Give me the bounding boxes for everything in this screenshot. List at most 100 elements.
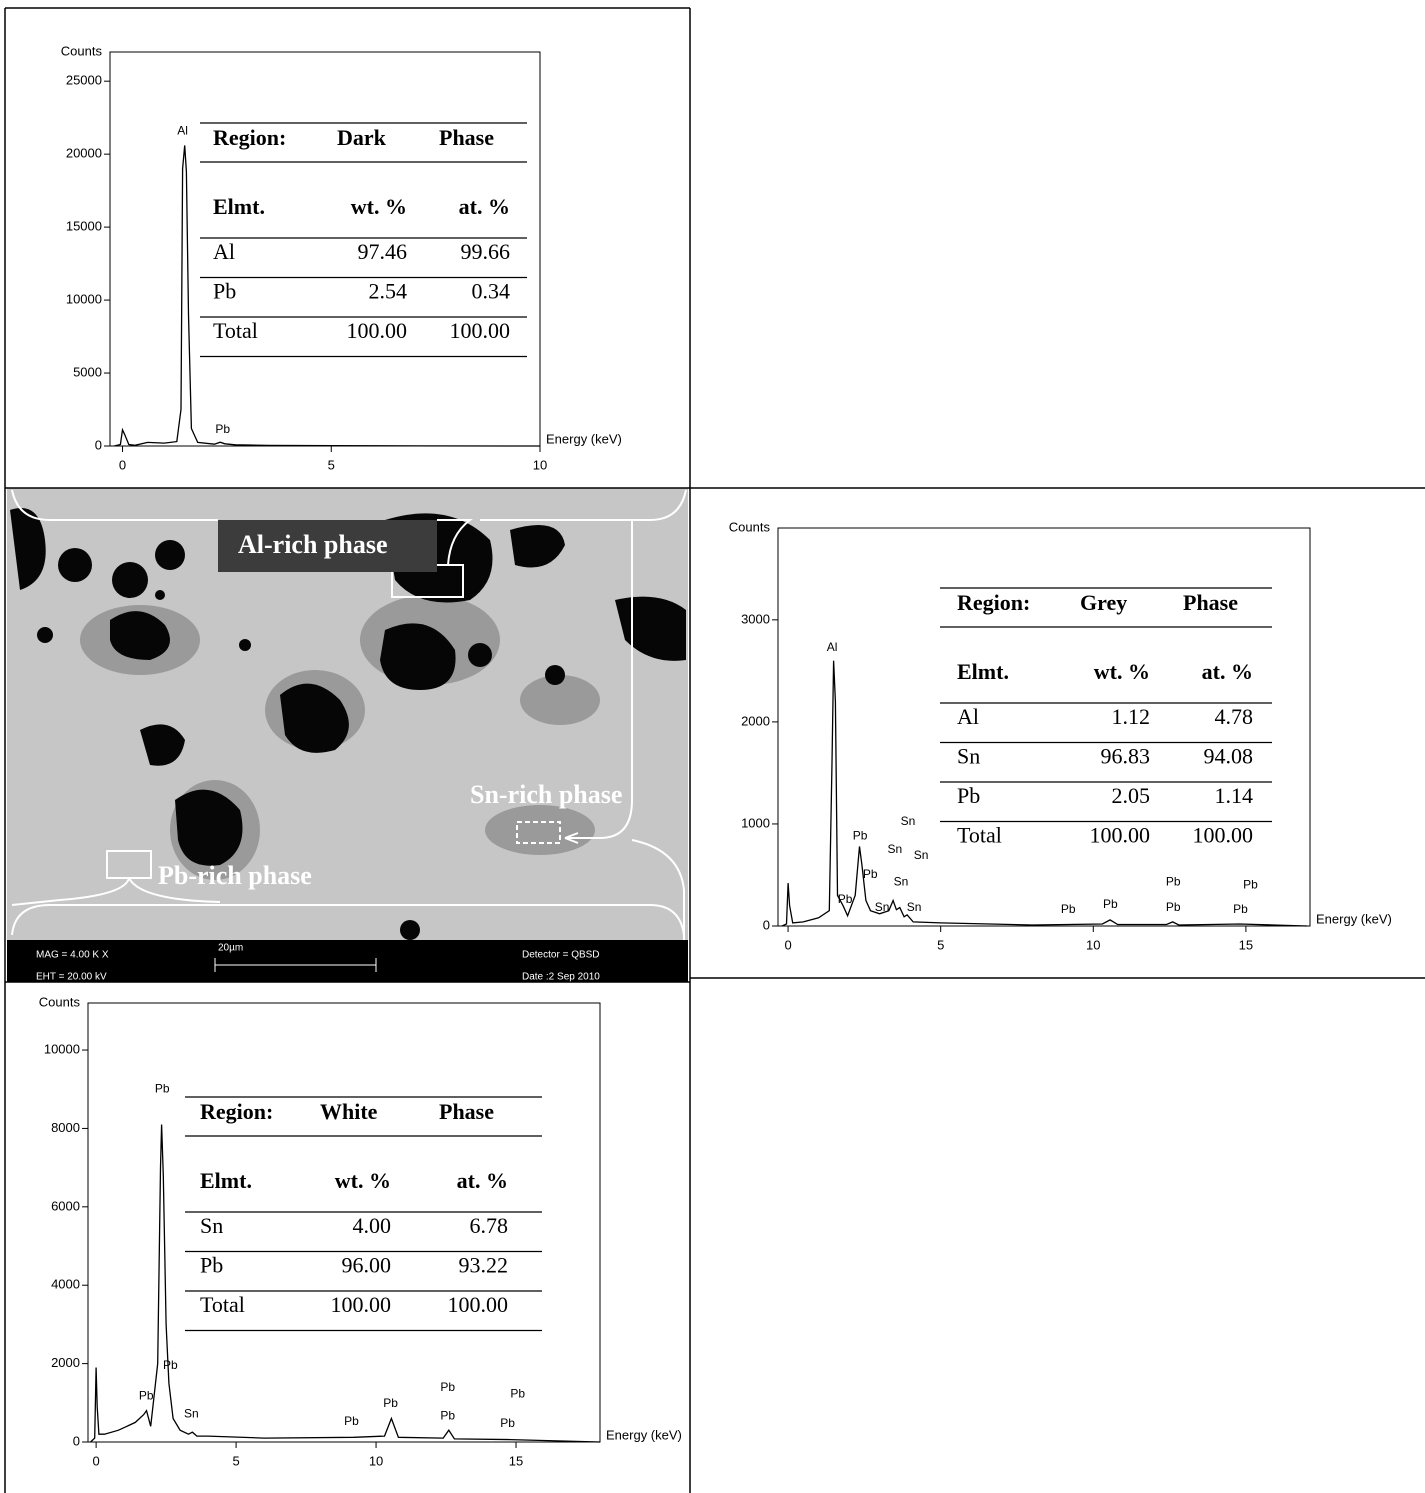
table-cell: 100.00: [450, 318, 511, 343]
table-cell: 100.00: [331, 1292, 392, 1317]
table-column-header: Elmt.: [957, 659, 1009, 684]
peak-label: Pb: [139, 1388, 154, 1402]
table-cell: Pb: [213, 279, 236, 304]
table-cell: 2.05: [1112, 783, 1151, 808]
peak-label: Al: [177, 123, 188, 137]
x-axis-label: Energy (keV): [606, 1427, 682, 1442]
y-tick-label: 0: [73, 1433, 80, 1448]
x-tick-label: 10: [533, 457, 547, 472]
table-header: Region:: [957, 590, 1030, 615]
table-cell: 1.12: [1112, 704, 1151, 729]
peak-label: Sn: [914, 848, 929, 862]
table-column-header: at. %: [459, 194, 510, 219]
table-cell: Total: [957, 823, 1002, 848]
table-cell: Pb: [957, 783, 980, 808]
peak-label: Pb: [383, 1396, 398, 1410]
y-tick-label: 20000: [66, 146, 102, 161]
y-tick-label: 10000: [66, 292, 102, 307]
peak-label: Pb: [1233, 902, 1248, 916]
table-cell: 4.78: [1215, 704, 1254, 729]
table-column-header: wt. %: [351, 194, 407, 219]
y-tick-label: 6000: [51, 1198, 80, 1213]
y-tick-label: 2000: [51, 1355, 80, 1370]
table-cell: 1.14: [1215, 783, 1254, 808]
table-cell: 100.00: [448, 1292, 509, 1317]
peak-label: Pb: [838, 892, 853, 906]
table-header: Phase: [439, 1099, 494, 1124]
y-tick-label: 1000: [741, 815, 770, 830]
y-tick-label: 3000: [741, 611, 770, 626]
peak-label: Pb: [863, 867, 878, 881]
table-header: Region:: [200, 1099, 273, 1124]
y-tick-label: 4000: [51, 1277, 80, 1292]
table-column-header: at. %: [1202, 659, 1253, 684]
y-axis-label: Counts: [39, 994, 81, 1009]
info-text: EHT = 20.00 kV: [36, 972, 107, 983]
y-tick-label: 0: [95, 437, 102, 452]
info-text: Date :2 Sep 2010: [522, 972, 600, 983]
peak-label: Sn: [184, 1406, 199, 1420]
table-column-header: wt. %: [1094, 659, 1150, 684]
table-header: Phase: [439, 125, 494, 150]
phase-label: Sn-rich phase: [470, 780, 622, 809]
y-axis-label: Counts: [729, 519, 771, 534]
info-text: Detector = QBSD: [522, 950, 600, 961]
micrograph: Al-rich phase Sn-rich phase Pb-rich phas…: [7, 488, 688, 983]
table-header: Region:: [213, 125, 286, 150]
table-column-header: Elmt.: [200, 1168, 252, 1193]
table-cell: Sn: [200, 1213, 223, 1238]
y-tick-label: 15000: [66, 219, 102, 234]
table-cell: Pb: [200, 1253, 223, 1278]
x-tick-label: 5: [232, 1453, 239, 1468]
peak-label: Pb: [853, 828, 868, 842]
table-cell: Total: [200, 1292, 245, 1317]
table-column-header: wt. %: [335, 1168, 391, 1193]
peak-label: Sn: [907, 900, 922, 914]
phase-label: Pb-rich phase: [158, 861, 312, 890]
x-axis-label: Energy (keV): [1316, 911, 1392, 926]
x-tick-label: 15: [1239, 937, 1253, 952]
info-text: 20µm: [218, 943, 243, 954]
peak-label: Pb: [1061, 902, 1076, 916]
y-tick-label: 5000: [73, 364, 102, 379]
y-axis-label: Counts: [61, 43, 103, 58]
y-tick-label: 10000: [44, 1041, 80, 1056]
table-cell: 96.83: [1101, 744, 1151, 769]
x-tick-label: 5: [328, 457, 335, 472]
table-cell: 4.00: [353, 1213, 392, 1238]
peak-label: Sn: [901, 814, 916, 828]
table-column-header: at. %: [457, 1168, 508, 1193]
x-tick-label: 0: [784, 937, 791, 952]
peak-label: Pb: [163, 1358, 178, 1372]
x-tick-label: 0: [119, 457, 126, 472]
y-tick-label: 2000: [741, 713, 770, 728]
peak-label: Pb: [440, 1408, 455, 1422]
peak-label: Pb: [215, 422, 230, 436]
table-cell: Al: [213, 239, 235, 264]
table-cell: 100.00: [1090, 823, 1151, 848]
info-text: MAG = 4.00 K X: [36, 950, 109, 961]
y-tick-label: 25000: [66, 73, 102, 88]
table-cell: Total: [213, 318, 258, 343]
table-cell: Sn: [957, 744, 980, 769]
x-tick-label: 5: [937, 937, 944, 952]
peak-label: Al: [827, 640, 838, 654]
x-tick-label: 15: [509, 1453, 523, 1468]
table-cell: 94.08: [1204, 744, 1254, 769]
x-tick-label: 0: [93, 1453, 100, 1468]
table-cell: 100.00: [1193, 823, 1254, 848]
peak-label: Pb: [1166, 900, 1181, 914]
peak-label: Sn: [875, 900, 890, 914]
x-tick-label: 10: [1086, 937, 1100, 952]
peak-label: Pb: [1166, 874, 1181, 888]
peak-label: Pb: [344, 1414, 359, 1428]
y-tick-label: 0: [763, 917, 770, 932]
peak-label: Pb: [440, 1380, 455, 1394]
table-cell: 97.46: [358, 239, 408, 264]
x-tick-label: 10: [369, 1453, 383, 1468]
peak-label: Pb: [1243, 877, 1258, 891]
table-header: White: [320, 1099, 378, 1124]
table-cell: 99.66: [461, 239, 511, 264]
table-cell: Al: [957, 704, 979, 729]
x-axis-label: Energy (keV): [546, 431, 622, 446]
